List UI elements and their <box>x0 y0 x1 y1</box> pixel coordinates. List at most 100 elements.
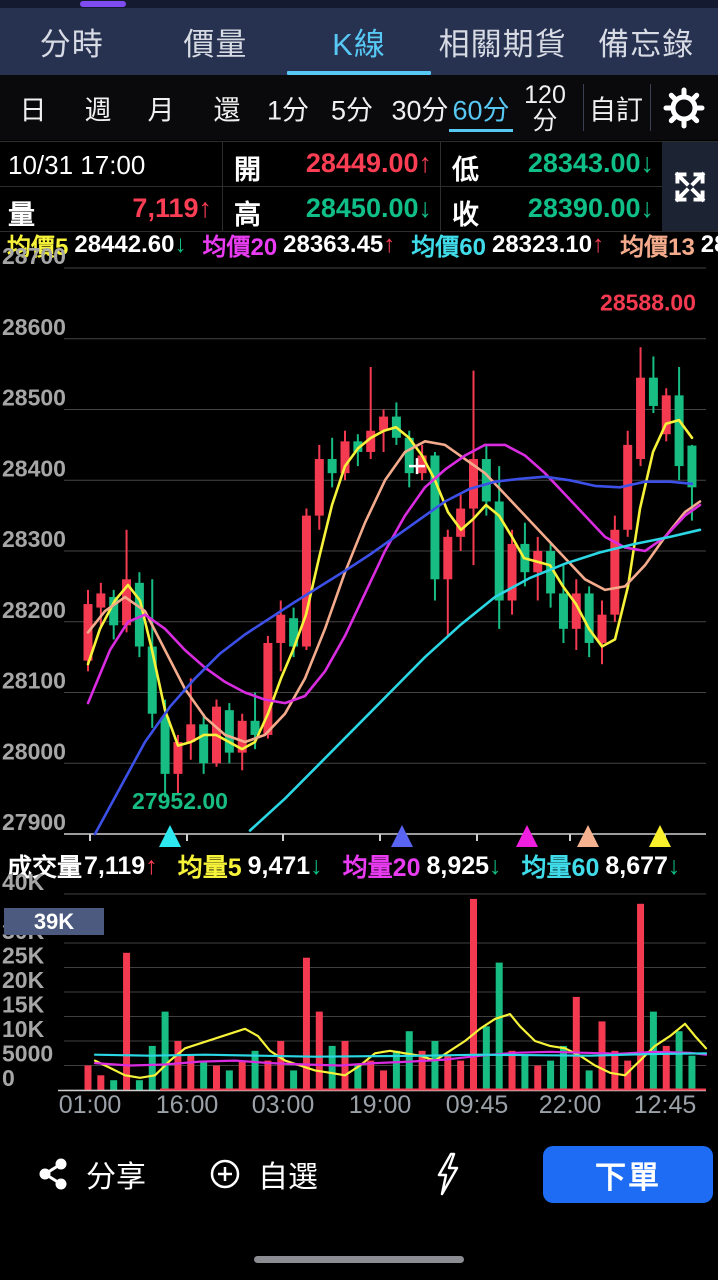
period-option-月[interactable]: 月 <box>147 95 175 125</box>
session-marker <box>577 825 599 847</box>
flash-order-button[interactable] <box>432 1144 464 1204</box>
volume-bar <box>380 1070 388 1090</box>
volume-bar <box>611 1050 619 1090</box>
tab-label: 備忘錄 <box>598 27 695 62</box>
volume-tick-label: 20K <box>2 967 45 993</box>
candle-body <box>571 593 581 629</box>
volume-bar <box>277 1041 285 1090</box>
legend-item-1: 均價20 28363.45 ↑ <box>202 231 395 258</box>
volume-ma-line <box>93 1013 708 1079</box>
tab-3[interactable]: 相關期貨 <box>431 8 575 75</box>
candle-body <box>636 377 646 460</box>
share-button[interactable]: 分享 <box>36 1144 146 1204</box>
volume-ma-line <box>93 1052 708 1058</box>
place-order-button[interactable]: 下單 <box>543 1146 713 1203</box>
period-option-5分[interactable]: 5分 <box>330 95 374 125</box>
candle-body <box>507 543 517 601</box>
volume-tick-label: 5000 <box>2 1041 53 1067</box>
legend-item-3: 均價13 283 <box>620 231 718 258</box>
candle-body <box>314 459 324 516</box>
price-ma-line <box>93 475 694 836</box>
max-volume-badge-label: 39K <box>34 909 74 934</box>
legend-value: 7,119 <box>84 851 146 880</box>
legend-item-3: 均量60 8,677 ↓ <box>522 848 681 884</box>
price-tick-label: 28000 <box>2 738 66 764</box>
watchlist-label: 自選 <box>258 1161 318 1194</box>
open-label: 開 <box>234 155 261 185</box>
candle-body <box>597 614 607 643</box>
volume-bar <box>418 1050 426 1090</box>
divider <box>650 84 651 131</box>
settings-button[interactable] <box>662 86 706 130</box>
divider <box>0 231 718 232</box>
price-tick-label: 28700 <box>2 243 66 269</box>
active-tab-underline <box>286 71 431 75</box>
period-option-日[interactable]: 日 <box>19 95 47 125</box>
period-option-60分[interactable]: 60分 <box>452 95 510 125</box>
add-watchlist-button[interactable]: 自選 <box>208 1144 318 1204</box>
candle-body <box>546 551 556 594</box>
up-arrow-icon: ↑ <box>145 851 158 880</box>
custom-period-button[interactable]: 自訂 <box>589 95 643 125</box>
candle-body <box>301 515 311 647</box>
price-tick-label: 28400 <box>2 455 66 481</box>
candle-body <box>186 724 196 743</box>
volume-bar <box>457 1060 465 1090</box>
volume-tick-label: 25K <box>2 943 45 969</box>
candlestick-chart[interactable]: 28700 28600 28500 28400 28300 28200 28100 28000… <box>0 240 718 850</box>
volume-bar <box>302 957 310 1090</box>
period-option-120分[interactable]: 120分 <box>524 80 566 135</box>
volume-bar <box>559 1045 567 1090</box>
up-arrow-icon: ↑ <box>592 231 605 258</box>
tab-4[interactable]: 備忘錄 <box>574 8 718 75</box>
candle-body <box>430 455 440 580</box>
price-tick-label: 27900 <box>2 809 66 835</box>
time-axis-label: 03:00 <box>252 1091 315 1119</box>
volume-bar <box>251 1050 259 1090</box>
volume-bar <box>123 952 131 1090</box>
legend-item-2: 均價60 28323.10 ↑ <box>411 231 604 258</box>
candle-body <box>353 441 363 452</box>
down-arrow-icon: ↓ <box>174 231 187 258</box>
candle-body <box>96 593 106 608</box>
tab-2[interactable]: K線 <box>286 8 431 75</box>
legend-label: 均價13 <box>620 234 695 258</box>
down-arrow-icon: ↓ <box>489 851 502 880</box>
volume-bar <box>213 1065 220 1090</box>
fullscreen-button[interactable] <box>662 142 718 231</box>
volume-bar <box>174 1041 182 1090</box>
candle-body <box>134 582 144 647</box>
candle-body <box>584 593 594 643</box>
tab-label: 相關期貨 <box>438 27 567 62</box>
volume-chart[interactable]: 40K30K25K20K15K10K5000039K01:0016:0003:0… <box>0 870 718 1120</box>
candle-body <box>122 579 132 626</box>
period-option-1分[interactable]: 1分 <box>266 95 310 125</box>
period-option-還[interactable]: 還 <box>213 95 241 125</box>
candle-body <box>237 720 247 753</box>
plus-circle-icon <box>210 1159 240 1189</box>
session-marker <box>391 825 413 847</box>
session-marker <box>516 825 538 847</box>
tab-1[interactable]: 價量 <box>144 8 288 75</box>
candle-body <box>443 536 453 580</box>
period-option-30分[interactable]: 30分 <box>391 95 449 125</box>
tab-0[interactable]: 分時 <box>0 8 144 75</box>
home-indicator[interactable] <box>254 1256 464 1263</box>
period-option-週[interactable]: 週 <box>84 95 112 125</box>
candle-body <box>417 455 427 474</box>
volume-bar <box>482 1026 490 1090</box>
volume-bar <box>637 903 645 1090</box>
lightning-icon <box>437 1152 459 1196</box>
session-marker <box>649 825 671 847</box>
volume-bar <box>84 1065 92 1090</box>
candle-body <box>404 437 414 474</box>
tab-label: K線 <box>332 27 386 62</box>
time-axis-label: 22:00 <box>539 1091 602 1119</box>
legend-item-1: 均量5 9,471 ↓ <box>178 848 323 884</box>
price-ma-line <box>86 440 702 744</box>
candle-body <box>661 395 671 435</box>
legend-value: 28363.45 <box>283 231 384 258</box>
divider <box>583 84 584 131</box>
volume-bar <box>238 1060 246 1090</box>
price-tick-label: 28200 <box>2 597 66 623</box>
